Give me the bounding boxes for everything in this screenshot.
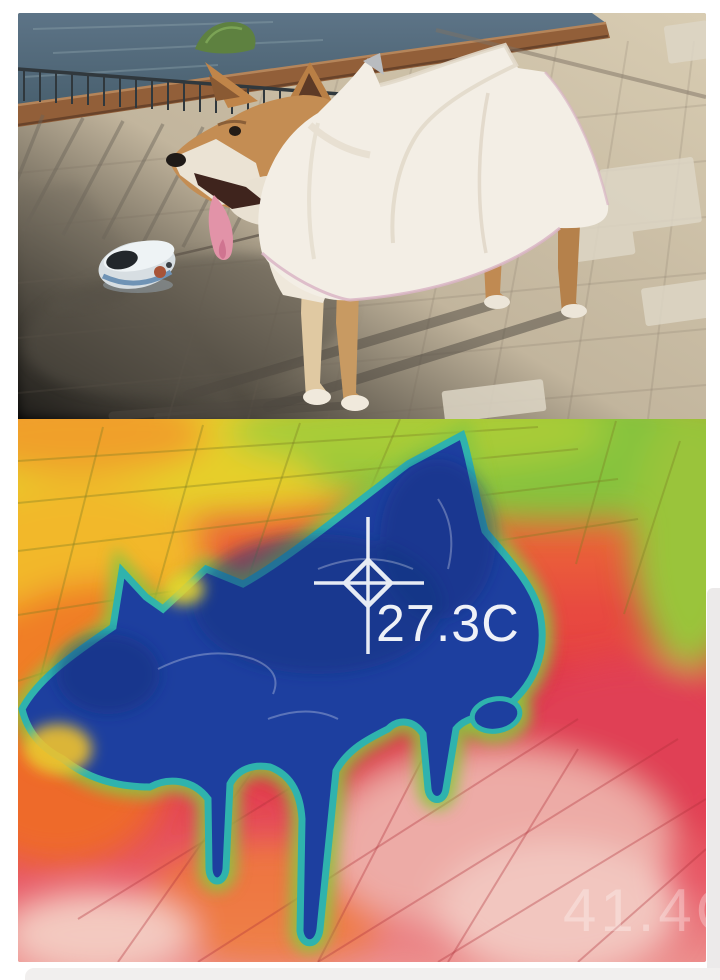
adjacent-card-right[interactable] xyxy=(707,588,720,980)
thermal-ground xyxy=(18,419,706,962)
dog-photo-card[interactable]: 27.3C 41.4C xyxy=(18,13,706,962)
dog-coat xyxy=(258,42,610,302)
thermal-photo: 27.3C 41.4C xyxy=(18,419,706,962)
visible-light-photo xyxy=(18,13,706,419)
crosshair-icon xyxy=(314,517,424,654)
grass-tuft xyxy=(195,22,256,54)
ground-shadows xyxy=(18,28,706,419)
thermal-dog-silhouette xyxy=(18,419,554,954)
leash-handle xyxy=(98,240,176,293)
adjacent-card-bottom[interactable] xyxy=(25,968,720,980)
tile-joints-hot xyxy=(77,708,706,962)
thermal-hot-notches xyxy=(24,573,204,774)
dog xyxy=(166,42,610,411)
